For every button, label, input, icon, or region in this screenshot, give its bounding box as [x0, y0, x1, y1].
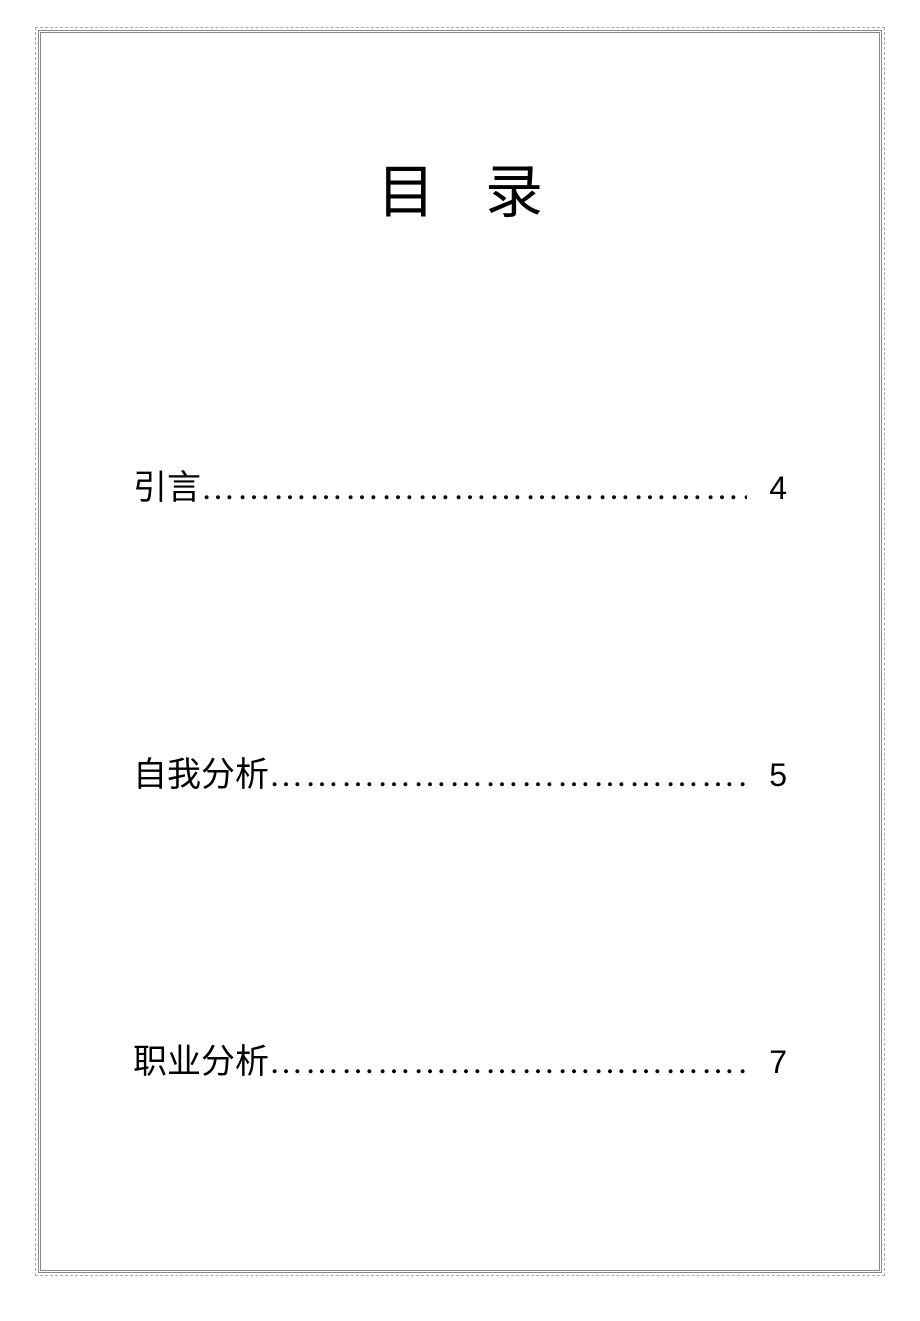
toc-row: 职业分析 ……………………………………………………………………………………………… — [133, 1034, 787, 1083]
toc-label: 自我分析 — [133, 747, 269, 796]
toc-page-number: 5 — [747, 757, 787, 794]
toc-row: 自我分析 ……………………………………………………………………………………………… — [133, 747, 787, 796]
toc-page-number: 7 — [747, 1044, 787, 1081]
toc-leader-dots: ………………………………………………………………………………………………………… — [269, 1044, 747, 1082]
toc-list: 引言 …………………………………………………………………………………………………… — [133, 460, 787, 1321]
toc-label: 引言 — [133, 460, 201, 509]
page-content: 目录 引言 …………………………………………………………………………………………… — [38, 30, 882, 1273]
toc-row: 引言 …………………………………………………………………………………………………… — [133, 460, 787, 509]
toc-leader-dots: ………………………………………………………………………………………………………… — [201, 470, 747, 508]
toc-leader-dots: ………………………………………………………………………………………………………… — [269, 757, 747, 795]
toc-label: 职业分析 — [133, 1034, 269, 1083]
toc-page-number: 4 — [747, 470, 787, 507]
toc-title: 目录 — [38, 145, 882, 229]
